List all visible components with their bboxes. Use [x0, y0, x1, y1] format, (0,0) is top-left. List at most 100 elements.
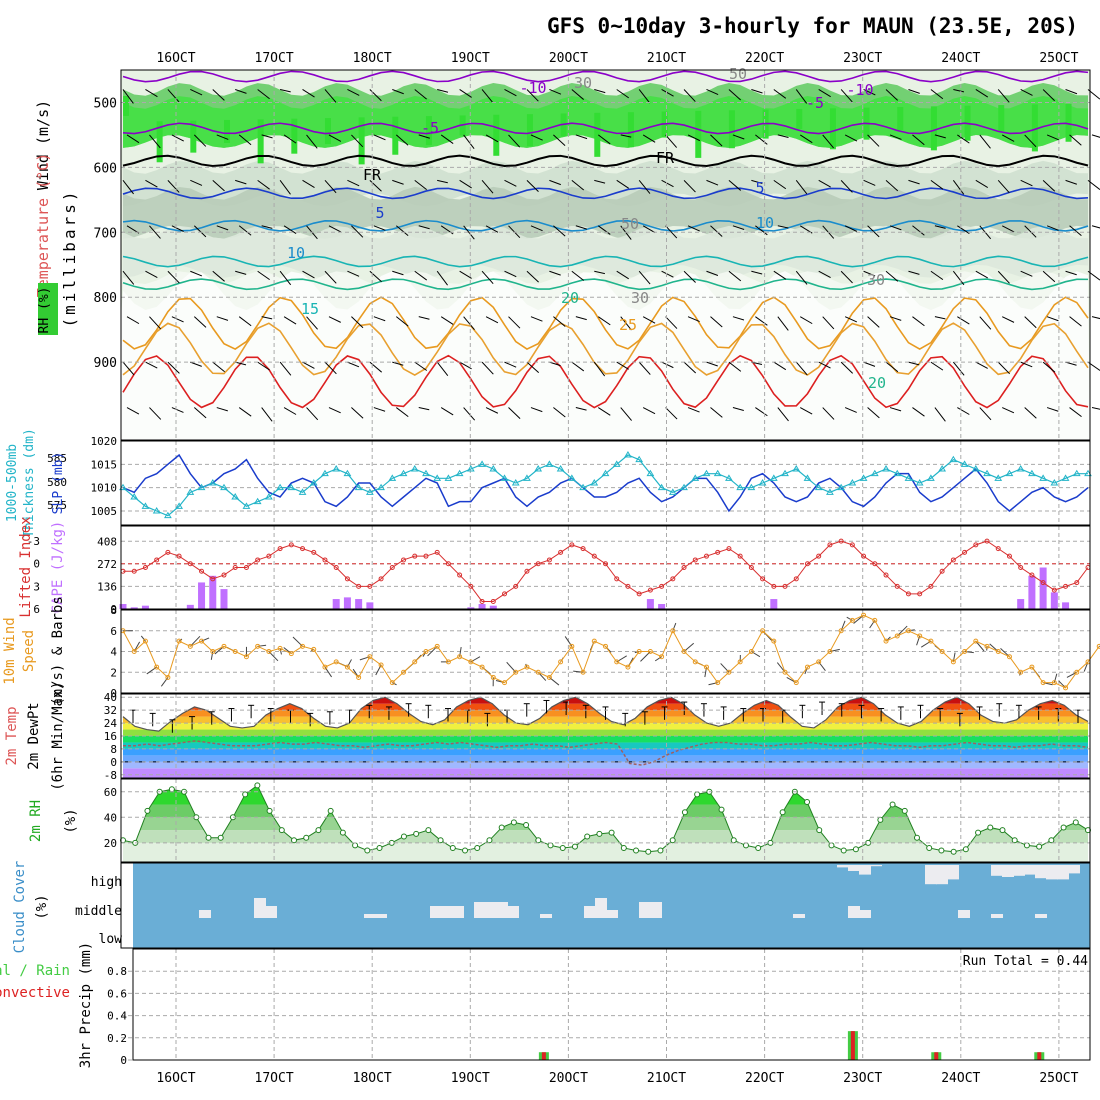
wind-barb [414, 361, 428, 371]
wind-barb [795, 361, 808, 376]
wind-barb [396, 407, 409, 417]
wind-speed-marker [333, 659, 339, 665]
wind-barb [324, 270, 337, 284]
middle-cloud-gap [199, 910, 211, 918]
pressure-unit-label: (millibars) [60, 189, 79, 328]
wind-barb [620, 134, 632, 138]
rh-marker [535, 837, 542, 844]
wind-barb [777, 225, 789, 229]
rh-marker [510, 819, 517, 826]
wind-barb [392, 361, 404, 366]
cape-bar [1028, 575, 1036, 609]
middle-cloud-gap [793, 914, 805, 918]
wind-barb [818, 179, 831, 188]
rh-marker [681, 809, 688, 816]
rh-cell [627, 112, 634, 148]
x-tick-bottom: 22OCT [745, 1071, 784, 1086]
wind-barb [957, 134, 970, 144]
x-tick-top: 21OCT [647, 51, 686, 66]
lifted-index-marker [423, 553, 429, 559]
wind-barb [773, 89, 787, 99]
temperature-axis-label: Temperature (°C) [34, 153, 52, 298]
wind-barb [283, 225, 297, 234]
wind-barb [392, 89, 404, 95]
thickness-marker [545, 460, 554, 467]
wind-barb [261, 134, 273, 139]
thickness-marker [500, 474, 509, 481]
temp-tick: -8 [104, 769, 117, 782]
thickness-marker [455, 469, 464, 477]
wind-barb [908, 179, 920, 185]
wind-barb [616, 270, 629, 280]
li-tick: 6 [33, 603, 40, 616]
rh-cell [1031, 104, 1038, 152]
wind-speed-marker [243, 654, 249, 660]
thickness-marker [478, 460, 486, 467]
wind-speed-marker [300, 643, 306, 649]
high-cloud-gap [859, 865, 871, 875]
rh-cell [897, 107, 904, 130]
wind-speed-marker [1018, 669, 1024, 675]
temp-band [123, 736, 1088, 743]
middle-cloud-gap [496, 902, 508, 918]
temperature-contour [122, 122, 1089, 135]
wind-speed-marker [199, 638, 205, 644]
thickness-marker [725, 474, 733, 481]
wind-speed-line [122, 614, 1100, 689]
wind-speed-marker [412, 659, 418, 665]
lifted-index-marker [838, 538, 844, 544]
wind-barb [863, 270, 876, 277]
wind-barb [485, 225, 499, 233]
high-cloud-gap [848, 865, 860, 871]
wind-barb [930, 361, 944, 371]
wind-speed-marker [457, 654, 463, 660]
wind-barb [463, 316, 475, 331]
middle-cloud-gap [848, 906, 860, 918]
rh-cell [493, 114, 500, 156]
wind-barb [889, 134, 902, 140]
rh-marker [889, 801, 896, 808]
thickness-marker [365, 488, 374, 495]
rh-marker [144, 807, 151, 814]
wind-barb [1020, 270, 1033, 277]
x-tick-bottom: 23OCT [843, 1071, 882, 1086]
thickness-marker [377, 483, 385, 491]
middle-cloud-gap [606, 910, 618, 918]
temp-band [123, 742, 1088, 749]
contour-label: -5 [806, 94, 824, 112]
wind-barb [373, 316, 386, 322]
cloud-level-low: low [99, 932, 123, 947]
lifted-index-marker [479, 598, 485, 604]
wind-barb [440, 316, 454, 325]
thickness-marker [893, 469, 902, 477]
wind-barb [1065, 270, 1077, 276]
thickness-marker [321, 469, 329, 477]
contour-label: 30 [631, 289, 649, 307]
lifted-index-marker [300, 546, 306, 552]
wind-barb [126, 134, 140, 144]
lifted-index-line [123, 540, 1089, 602]
thickness-marker [197, 483, 206, 491]
wind-barb [530, 407, 543, 413]
wind-barb [418, 134, 430, 139]
li-axis-label: Lifted Index [18, 516, 34, 617]
wind-barb [867, 407, 880, 419]
rh-marker [804, 798, 811, 805]
middle-cloud-gap [485, 902, 497, 918]
wind-barb [553, 134, 566, 146]
cloud-unit-label: (%) [34, 894, 50, 919]
wind-speed-marker [535, 669, 541, 675]
wind-barb [867, 225, 880, 238]
wind-barb [193, 225, 207, 238]
wind-barb [171, 225, 184, 232]
temp-band [123, 768, 1088, 778]
temperature-contour [122, 219, 1089, 232]
wind-speed-marker [445, 659, 451, 665]
wind-speed-marker [905, 628, 911, 634]
wind-barb [620, 407, 632, 421]
rh-cell [796, 108, 803, 129]
wind-barb [1020, 361, 1033, 368]
wind-barb [908, 89, 920, 94]
pressure-tick: 900 [94, 356, 117, 371]
wind-barb [395, 134, 409, 146]
